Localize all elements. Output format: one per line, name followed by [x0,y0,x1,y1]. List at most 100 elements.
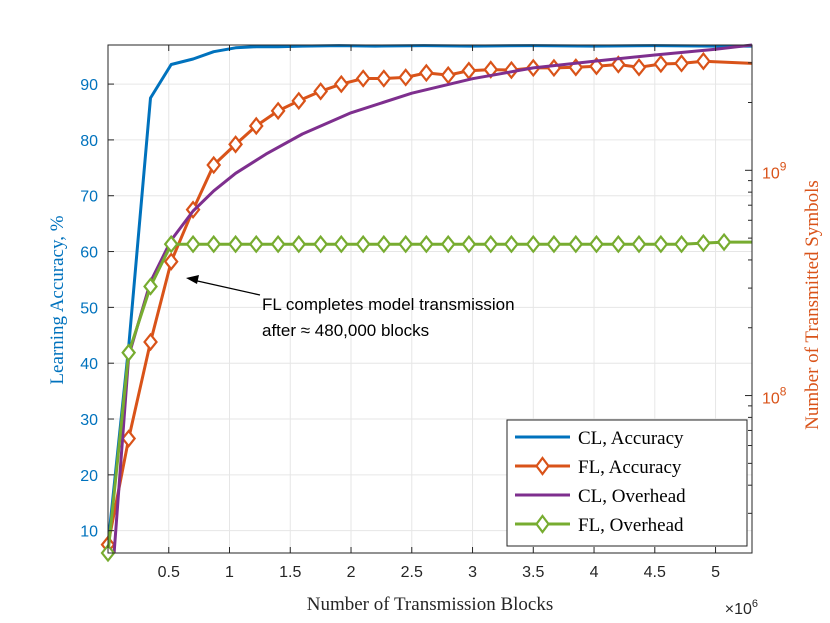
x-tick-label: 1 [225,564,234,581]
marker-fl-accuracy [228,135,243,154]
plot-frame [107,44,753,554]
x-multiplier-exp: 6 [752,598,758,610]
legend-label-cl-accuracy: CL, Accuracy [578,428,684,449]
y-right-tick-base: 10 [762,165,780,182]
y-left-tick-label: 70 [80,189,98,206]
marker-fl-overhead [461,234,477,254]
x-multiplier-base: ×10 [725,601,752,618]
y-left-tick-label: 30 [80,412,98,429]
marker-fl-accuracy [355,69,371,88]
legend-label-fl-overhead: FL, Overhead [578,515,684,536]
y-right-tick-label: 108 [762,385,787,408]
marker-fl-overhead [589,234,604,254]
marker-fl-overhead [716,232,732,252]
legend-marker-fl-accuracy [535,456,550,476]
x-tick-label: 4 [590,564,599,581]
y-left-tick-label: 60 [80,245,98,262]
marker-fl-overhead [355,234,371,254]
marker-fl-accuracy [270,101,286,121]
annotation-line-1: FL completes model transmission [262,295,515,314]
marker-fl-accuracy [610,55,626,74]
marker-fl-overhead [333,234,349,254]
marker-fl-accuracy [631,58,647,77]
marker-fl-overhead [674,234,689,254]
marker-fl-overhead [440,234,456,254]
x-axis-label: Number of Transmission Blocks [307,594,554,615]
ticks: 0.5 1 1.5 2 2.5 3 3.5 4 4.5 5 10 20 30 40 50 60 70 80 90 10… [80,45,787,581]
marker-fl-overhead [631,234,647,254]
annotation-arrow-head [186,275,199,284]
marker-fl-accuracy [483,60,499,79]
marker-fl-overhead [695,233,711,253]
y-right-tick-exp: 8 [780,385,787,399]
legend-marker-fl-overhead [535,514,550,534]
marker-fl-overhead [483,234,499,254]
marker-fl-overhead [185,234,201,254]
x-tick-label: 5 [711,564,720,581]
marker-fl-accuracy [313,82,329,101]
marker-fl-accuracy [291,91,307,111]
marker-fl-overhead [546,234,562,254]
y-left-axis-label: Learning Accuracy, % [47,215,68,384]
y-left-tick-label: 80 [80,133,98,150]
marker-fl-accuracy [376,69,392,88]
marker-fl-accuracy [504,60,519,80]
legend: CL, Accuracy FL, Accuracy CL, Overhead F… [506,419,748,547]
y-left-tick-label: 10 [80,524,98,541]
x-tick-label: 4.5 [644,564,666,581]
marker-fl-accuracy [440,65,456,85]
marker-fl-overhead [313,234,329,254]
marker-fl-overhead [504,234,519,254]
marker-fl-accuracy [418,63,434,83]
x-tick-label: 1.5 [279,564,301,581]
y-left-tick-label: 40 [80,356,98,373]
legend-item-cl-overhead: CL, Overhead [515,486,686,507]
marker-fl-overhead [653,234,669,254]
marker-fl-accuracy [398,68,414,87]
marker-fl-accuracy [674,54,689,73]
legend-label-cl-overhead: CL, Overhead [578,486,686,507]
marker-fl-overhead [163,234,179,254]
x-tick-label: 0.5 [158,564,180,581]
marker-fl-accuracy [143,332,158,352]
marker-fl-overhead [418,234,434,254]
x-tick-label: 2.5 [401,564,423,581]
y-left-tick-label: 20 [80,468,98,485]
marker-fl-overhead [376,234,392,254]
marker-fl-overhead [525,234,541,254]
marker-fl-accuracy [333,74,349,94]
marker-fl-overhead [228,234,243,254]
x-tick-label: 3.5 [522,564,544,581]
marker-fl-accuracy [695,51,711,71]
annotation: FL completes model transmission after ≈ … [186,275,515,340]
y-right-tick-exp: 9 [780,159,787,173]
marker-fl-overhead [143,277,158,296]
marker-fl-overhead [121,343,137,362]
y-right-tick-label: 109 [762,159,787,182]
marker-fl-overhead [206,234,222,254]
marker-fl-accuracy [206,155,222,175]
marker-fl-overhead [398,234,414,254]
y-left-tick-label: 50 [80,300,98,317]
y-right-axis-label: Number of Transmitted Symbols [802,180,823,430]
legend-item-fl-accuracy: FL, Accuracy [515,456,682,478]
x-tick-label: 2 [347,564,356,581]
marker-fl-accuracy [248,116,264,136]
legend-label-fl-accuracy: FL, Accuracy [578,457,682,478]
y-left-tick-label: 90 [80,77,98,94]
marker-fl-overhead [568,234,584,254]
x-multiplier: ×106 [725,598,758,618]
legend-item-fl-overhead: FL, Overhead [515,514,684,536]
series-line-cl-overhead [112,43,753,554]
marker-fl-overhead [270,234,286,254]
marker-fl-accuracy [121,429,137,448]
marker-fl-accuracy [653,54,669,74]
marker-fl-overhead [248,234,264,254]
marker-fl-overhead [291,234,307,254]
marker-fl-overhead [610,234,626,254]
annotation-arrow-line [192,279,261,296]
marker-fl-accuracy [163,252,179,271]
y-right-tick-base: 10 [762,391,780,408]
x-tick-label: 3 [468,564,477,581]
